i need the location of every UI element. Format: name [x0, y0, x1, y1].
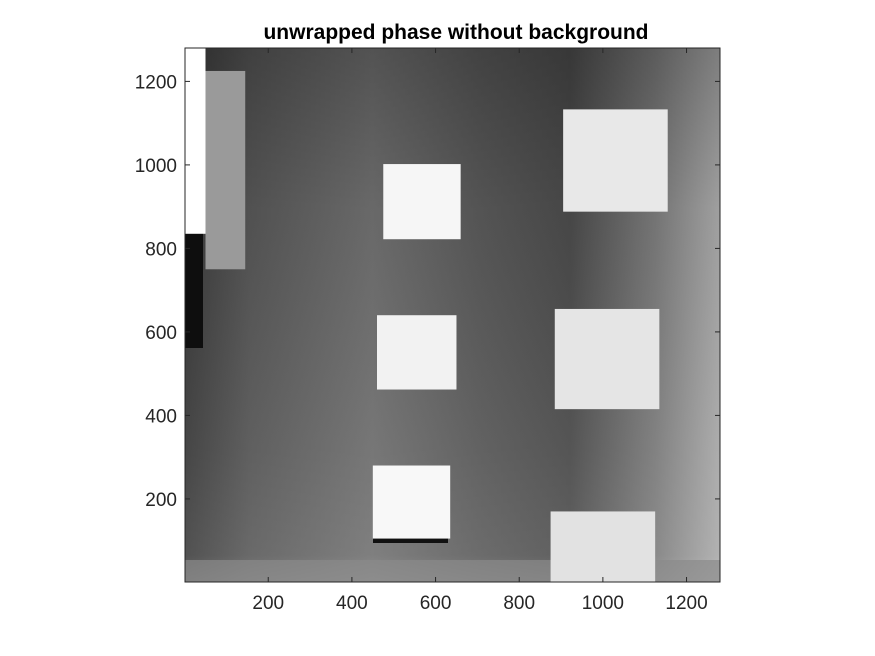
figure-title: unwrapped phase without background	[263, 21, 648, 44]
x-tick-label: 200	[252, 593, 284, 614]
x-axis: 200 400 600 800 1000 1200	[252, 48, 708, 614]
y-axis: 200 400 600 800 1000 1200	[135, 72, 720, 511]
patch-square-center	[376, 315, 457, 390]
x-tick-label: 800	[503, 593, 535, 614]
patch-upper-left-bar	[205, 70, 246, 270]
axes-box	[184, 47, 721, 583]
x-tick-label: 600	[420, 593, 452, 614]
y-tick-label: 600	[145, 323, 177, 344]
patch-square-upper-right	[563, 109, 668, 212]
x-tick-label: 1200	[665, 593, 707, 614]
x-tick-label: 400	[336, 593, 368, 614]
patch-square-mid-right	[554, 308, 660, 410]
patch-top-left-strip	[185, 48, 206, 234]
y-tick-label: 400	[145, 406, 177, 427]
y-tick-label: 1200	[135, 72, 177, 93]
patch-square-upper-mid	[383, 164, 461, 240]
patch-square-lower-mid	[372, 465, 451, 539]
y-tick-label: 1000	[135, 156, 177, 177]
x-tick-label: 1000	[582, 593, 624, 614]
y-tick-label: 200	[145, 490, 177, 511]
grayscale-phase-image	[185, 48, 720, 582]
image-dark-streak	[373, 537, 448, 543]
y-tick-label: 800	[145, 239, 177, 260]
patch-square-lower-right	[550, 511, 656, 582]
